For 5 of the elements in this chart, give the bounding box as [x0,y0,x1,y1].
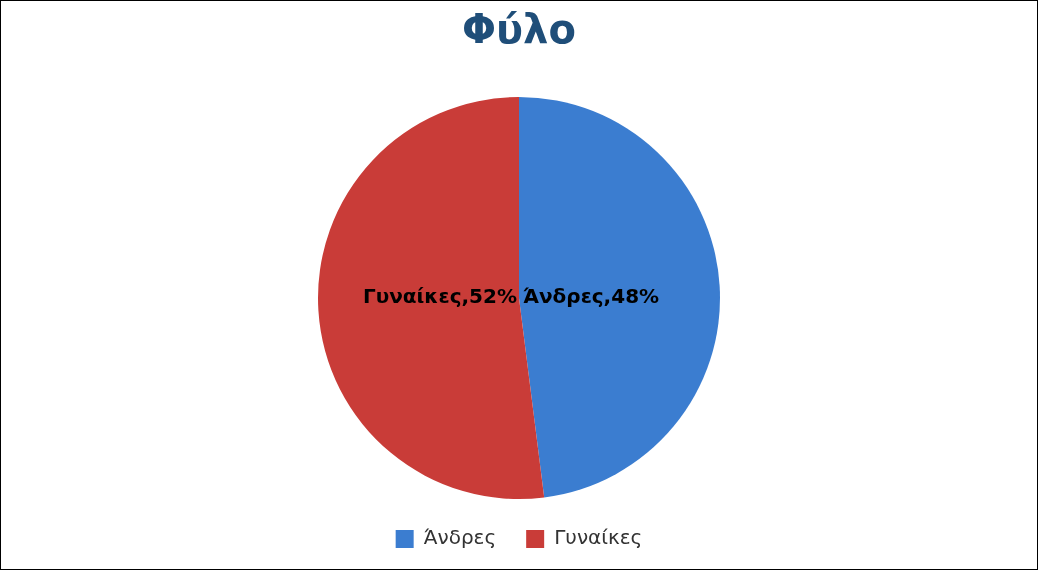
data-label: Γυναίκες,52% [362,284,517,309]
data-label: Άνδρες,48% [523,284,660,309]
legend-label: Άνδρες [423,525,497,550]
chart-title: Φύλο [462,6,576,53]
legend-label: Γυναίκες [554,525,643,550]
